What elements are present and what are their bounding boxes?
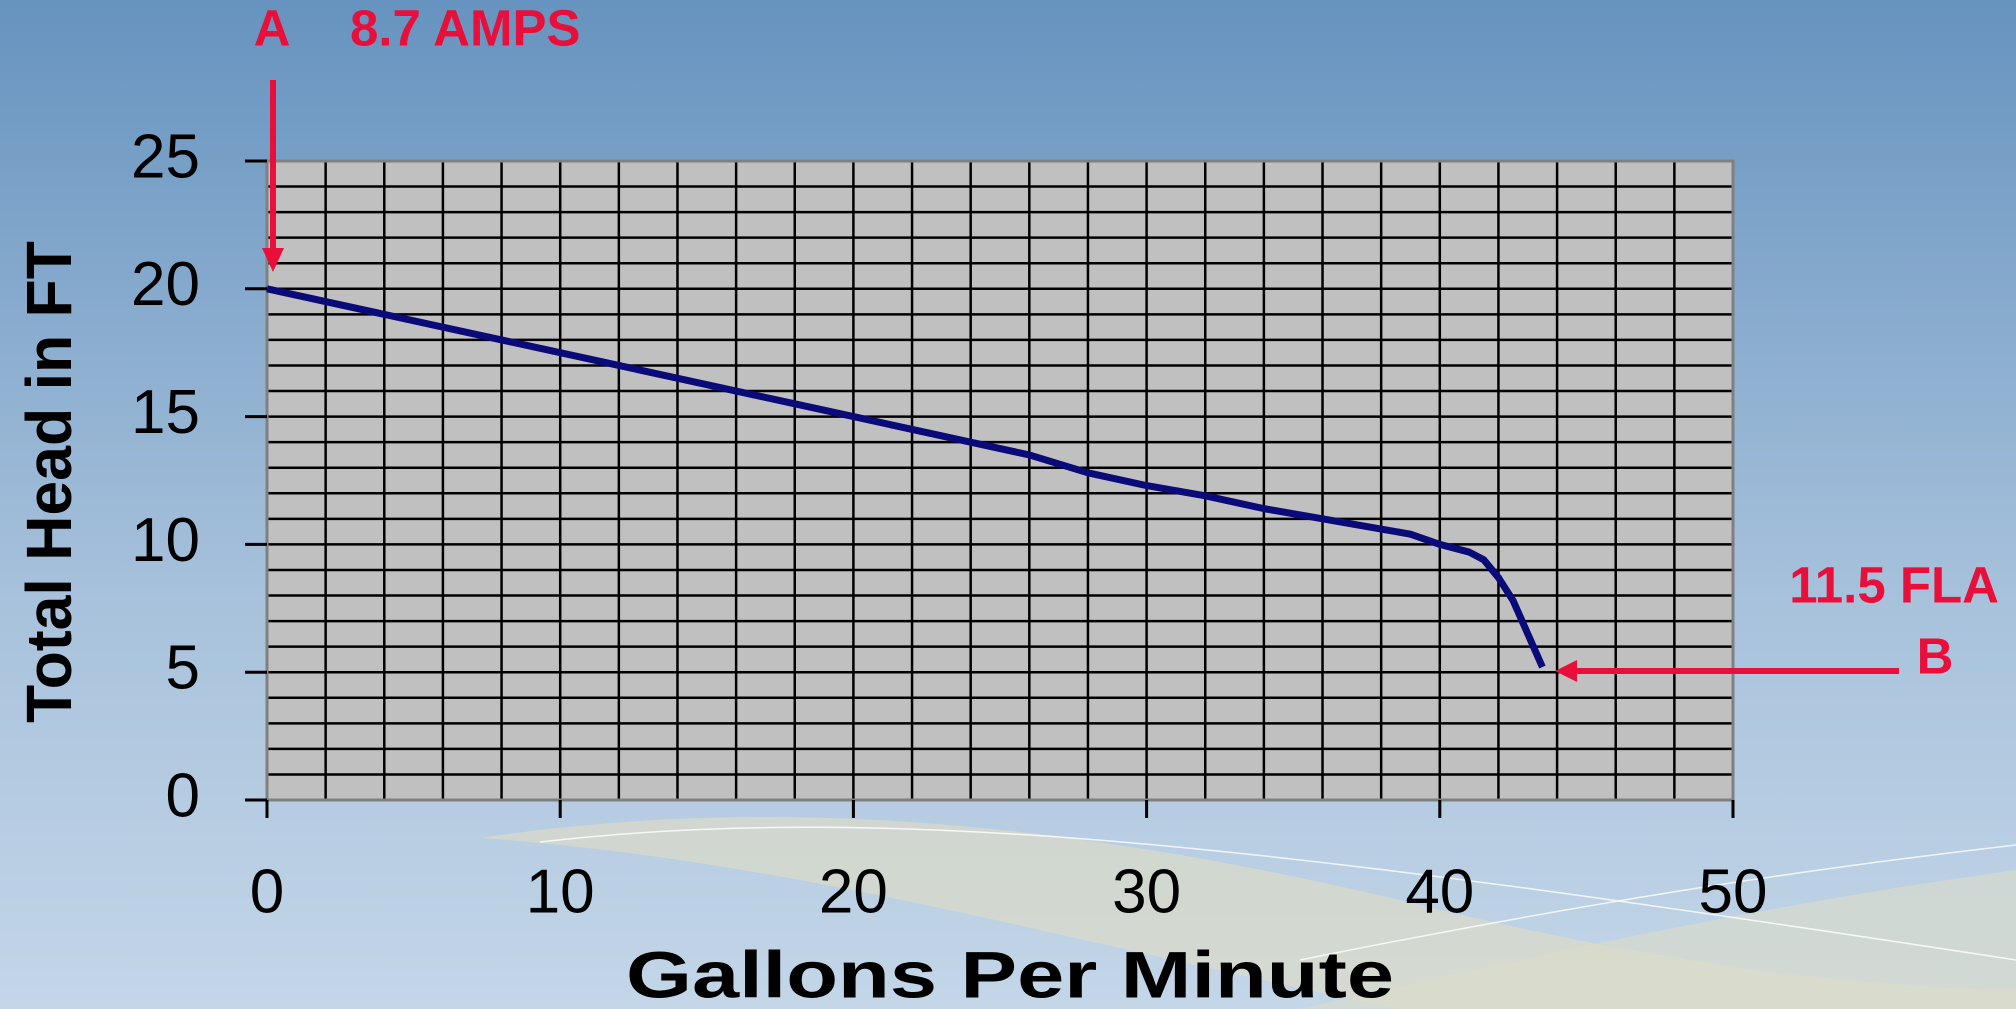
y-tick-label: 10 — [131, 506, 200, 575]
decor-line — [539, 826, 2016, 961]
x-axis-title: Gallons Per Minute — [626, 937, 1394, 1009]
x-tick-label: 0 — [250, 857, 284, 926]
data-line — [266, 285, 1546, 669]
y-tick-label: 25 — [131, 122, 200, 191]
annotation: 8.7 AMPS — [350, 0, 581, 56]
x-tick-label: 10 — [526, 857, 595, 926]
y-tick-label: 5 — [166, 634, 200, 703]
y-tick-label: 0 — [166, 761, 200, 830]
x-tick-label: 20 — [819, 857, 888, 926]
plot-background — [267, 161, 1733, 800]
annotation: A — [254, 0, 291, 56]
y-tick-label: 15 — [131, 378, 200, 447]
annotation-arrowhead — [262, 248, 284, 272]
plot-border — [265, 159, 1735, 802]
y-tick-label: 20 — [131, 250, 200, 319]
plot-area: 0 5 10 15 20 25 0 10 20 30 40 50 — [131, 122, 1767, 926]
x-tick-label: 50 — [1699, 857, 1768, 926]
annotation-arrowhead — [1555, 660, 1577, 682]
x-tick-label: 40 — [1405, 857, 1474, 926]
decor-line — [1299, 844, 2016, 961]
annotation: 11.5 FLA — [1789, 556, 1999, 613]
x-tick-label: 30 — [1112, 857, 1181, 926]
decor-wave — [1300, 870, 2016, 1009]
y-axis-title: Total Head in FT — [13, 241, 85, 723]
annotation: B — [1917, 627, 1954, 684]
